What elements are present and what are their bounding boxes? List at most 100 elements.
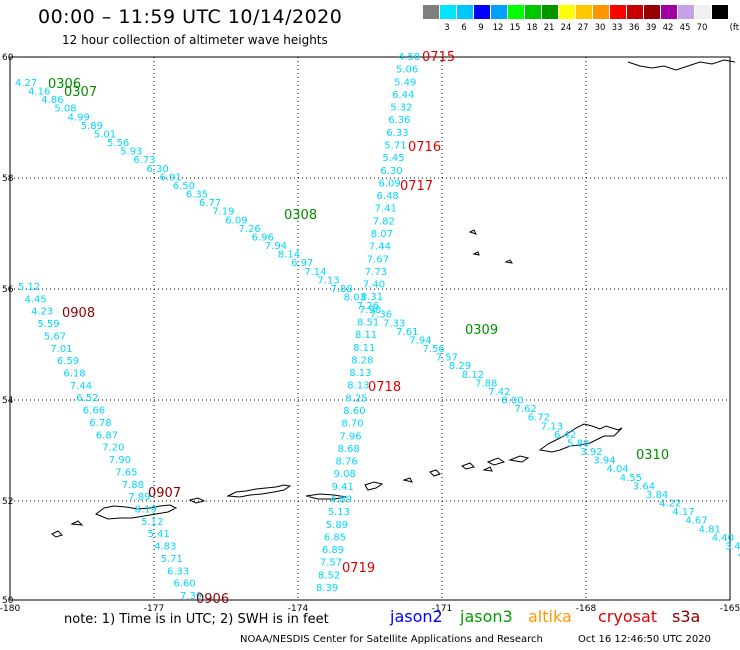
legend-swatch <box>456 5 473 19</box>
wave-height-value: 6.35 <box>186 190 208 201</box>
wave-height-value: 8.00 <box>501 396 523 407</box>
wave-height-value: 8.11 <box>355 330 377 341</box>
pass-time-label: 0908 <box>62 306 95 321</box>
wave-height-value: 7.88 <box>122 480 144 491</box>
wave-height-value: 4.83 <box>154 542 176 553</box>
legend-tick-label: 36 <box>628 23 640 33</box>
wave-height-value: 8.68 <box>338 444 360 455</box>
wave-height-value: 5.08 <box>54 104 76 115</box>
wave-height-value: 8.13 <box>349 368 371 379</box>
wave-height-value: 8.76 <box>336 457 358 468</box>
wave-height-value: 5.49 <box>394 77 416 88</box>
wave-height-value: 6.44 <box>392 90 414 101</box>
legend-swatch <box>507 5 524 19</box>
wave-height-value: 6.97 <box>291 258 313 269</box>
wave-height-value: 3.94 <box>593 456 615 467</box>
wave-height-value: 7.13 <box>317 275 339 286</box>
pass-time-label: 0907 <box>148 486 181 501</box>
pass-time-label: 0310 <box>636 448 669 463</box>
wave-height-value: 4.17 <box>672 507 694 518</box>
wave-height-value: 7.33 <box>383 318 405 329</box>
lon-tick-label: -174 <box>288 604 309 614</box>
wave-height-value: 6.52 <box>76 393 98 404</box>
legend-swatch <box>592 5 609 19</box>
pribilof-islands <box>468 229 514 264</box>
wave-height-value: 8.11 <box>353 343 375 354</box>
wave-height-value: 5.13 <box>328 507 350 518</box>
legend-swatch <box>541 5 558 19</box>
timestamp: Oct 16 12:46:50 UTC 2020 <box>578 634 711 645</box>
wave-height-value: 7.88 <box>331 284 353 295</box>
wave-height-value: 7.88 <box>475 378 497 389</box>
wave-height-value: 8.19 <box>135 505 157 516</box>
pass-time-label: 0719 <box>342 561 375 576</box>
legend-cryosat: cryosat <box>598 607 658 626</box>
wave-height-value: 6.73 <box>133 155 155 166</box>
wave-height-value: 7.61 <box>396 327 418 338</box>
legend-tick-label: 70 <box>696 23 708 33</box>
wave-height-value: 6.48 <box>377 191 399 202</box>
lon-tick-label: -180 <box>0 604 20 614</box>
wave-height-value: 6.87 <box>96 430 118 441</box>
wave-height-value: 5.59 <box>37 319 59 330</box>
wave-height-value: 7.44 <box>369 242 391 253</box>
wave-height-value: 6.50 <box>173 181 195 192</box>
legend-swatch <box>677 5 694 19</box>
pass-time-label: 0715 <box>422 50 455 65</box>
wave-height-value: 5.93 <box>120 147 142 158</box>
wave-height-value: 3.64 <box>633 481 655 492</box>
wave-height-value: 6.59 <box>57 356 79 367</box>
wave-height-value: 7.94 <box>409 336 431 347</box>
wave-height-value: 4.04 <box>607 464 629 475</box>
wave-height-value: 7.36 <box>370 310 392 321</box>
legend-tick-label: 18 <box>526 23 538 33</box>
pass-time-label: 0307 <box>64 85 97 100</box>
coastline <box>51 59 736 538</box>
lat-tick-label: 60 <box>2 53 14 63</box>
wave-height-value: 7.26 <box>357 301 379 312</box>
wave-height-value: 8.60 <box>343 406 365 417</box>
wave-height-value: 6.33 <box>167 566 189 577</box>
pass-time-label: 0718 <box>368 380 401 395</box>
track-value-labels: 4.274.164.865.084.995.895.015.565.936.73… <box>15 52 740 602</box>
pass-time-label: 0309 <box>465 323 498 338</box>
legend-tick-label: 33 <box>611 23 623 33</box>
aleutian-andreanof-islands <box>226 484 347 500</box>
wave-height-value: 8.51 <box>357 318 379 329</box>
legend-tick-label: 21 <box>543 23 555 33</box>
wave-height-value: 8.39 <box>316 583 338 594</box>
wave-height-value: 5.32 <box>390 103 412 114</box>
wave-height-value: 6.33 <box>386 128 408 139</box>
wave-height-value: 6.60 <box>174 579 196 590</box>
wave-height-value: 4.45 <box>25 294 47 305</box>
pass-time-label: 0308 <box>284 208 317 223</box>
wave-height-value: 7.41 <box>375 204 397 215</box>
lat-tick-label: 52 <box>2 497 13 507</box>
footnote: note: 1) Time is in UTC; 2) SWH is in fe… <box>64 612 329 627</box>
wave-height-value: 9.41 <box>332 482 354 493</box>
legend-tick-label: 24 <box>560 23 572 33</box>
wave-height-value: 8.31 <box>361 292 383 303</box>
wave-height-value: 5.12 <box>141 517 163 528</box>
wave-height-value: 7.40 <box>363 280 385 291</box>
wave-height-value: 8.03 <box>344 293 366 304</box>
wave-height-value: 9.08 <box>334 469 356 480</box>
wave-height-value: 7.96 <box>339 431 361 442</box>
wave-height-value: 6.91 <box>160 172 182 183</box>
graticule: 60 58 56 54 52 50-180 -177 -174 -171 -168 -165 <box>0 53 740 614</box>
wave-height-value: 5.89 <box>326 520 348 531</box>
wave-height-value: 6.96 <box>252 233 274 244</box>
legend-jason3: jason3 <box>460 607 513 626</box>
lon-tick-label: -171 <box>432 604 452 614</box>
pass-time-label: 0717 <box>400 179 433 194</box>
wave-height-value: 6.66 <box>83 406 105 417</box>
pass-time-label: 0306 <box>48 77 81 92</box>
legend-tick-label: 6 <box>461 23 467 33</box>
legend-tick-label: 12 <box>492 23 504 33</box>
alaska-peninsula-coast <box>538 423 623 453</box>
wave-height-value: 6.72 <box>528 413 550 424</box>
wave-height-value: 4.89 <box>330 495 352 506</box>
wave-height-value: 8.52 <box>318 570 340 581</box>
wave-height-value: 5.89 <box>81 121 103 132</box>
